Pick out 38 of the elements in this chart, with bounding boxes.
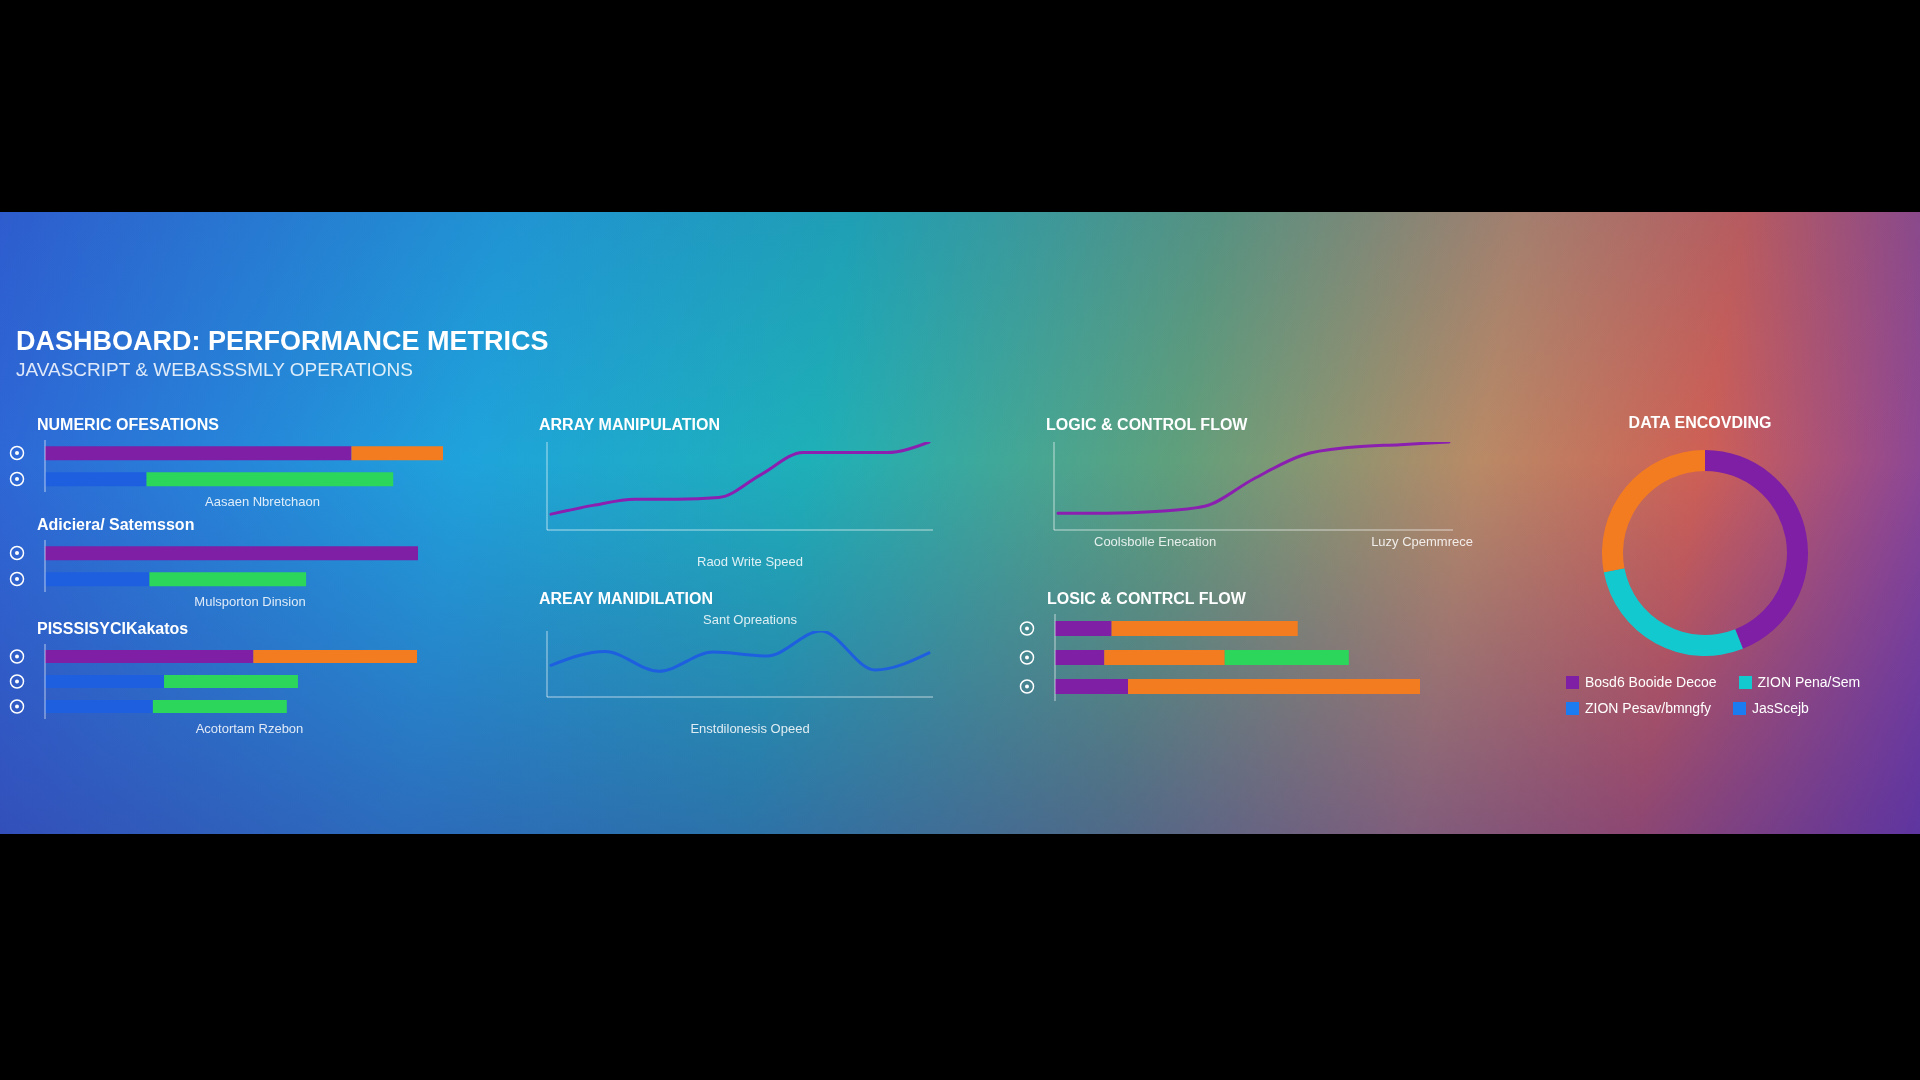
- bar: [1055, 649, 1105, 665]
- bar: [1055, 678, 1128, 694]
- bar: [45, 700, 153, 713]
- donut-slice: [1603, 568, 1743, 656]
- x-axis-title: Mulsporton Dinsion: [193, 594, 307, 609]
- text: ZION Pesav/bmngfy: [1585, 700, 1712, 716]
- legend-label: ZION Pena/Sem: [1757, 674, 1861, 690]
- chart-title: LOGIC & CONTROL FLOW: [1045, 416, 1249, 435]
- chart-title: AREAY MANIDILATION: [538, 590, 714, 609]
- bar: [152, 700, 287, 713]
- bar: [1104, 649, 1225, 665]
- bar: [1055, 620, 1112, 636]
- bar: [1111, 620, 1298, 636]
- chart-title: Adiciera/ Satemsson: [36, 516, 196, 535]
- text: Coolsbolle Enecation: [1094, 534, 1217, 549]
- text: JAVASCRIPT & WEBASSSMLY OPERATIONS: [16, 359, 414, 381]
- text: JasScejb: [1752, 700, 1809, 716]
- chart-title: PISSSISYCIKakatos: [36, 620, 190, 639]
- text: Luzy Cpemmrece: [1371, 534, 1473, 549]
- x-axis-title: Acotortam Rzebon: [194, 721, 305, 736]
- bar: [1224, 649, 1349, 665]
- donut-slice: [1602, 450, 1705, 573]
- bar: [164, 675, 298, 688]
- x-axis-title: Aasaen Nbretchaon: [204, 494, 321, 509]
- x-axis-title: Enstdilonesis Opeed: [689, 721, 811, 736]
- chart-title: NUMERIC OFESATIONS: [36, 416, 220, 435]
- bar: [1128, 678, 1420, 694]
- bar: [253, 650, 417, 663]
- chart-title: ARRAY MANIPULATION: [538, 416, 722, 435]
- donut-slice: [1705, 450, 1808, 649]
- chart-title: LOSIC & CONTRCL FLOW: [1046, 590, 1247, 609]
- x-axis-title: Raod Write Speed: [696, 554, 804, 569]
- chart-subtitle: Sant Opreations: [702, 612, 798, 627]
- text: DASHBOARD: PERFORMANCE METRICS: [16, 326, 549, 357]
- chart-title: DATA ENCOVDING: [1627, 414, 1773, 433]
- legend-label: Bosd6 Booide Decoe: [1585, 674, 1717, 690]
- bar: [45, 650, 254, 663]
- bar: [45, 675, 165, 688]
